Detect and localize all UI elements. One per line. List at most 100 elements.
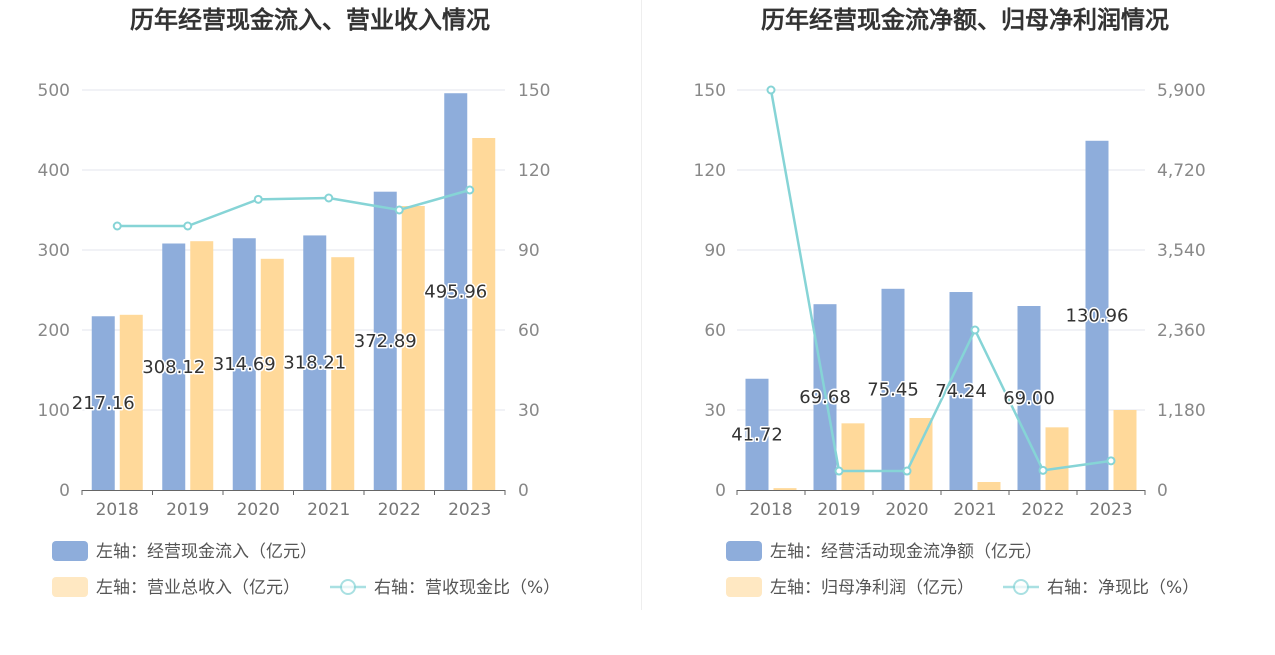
legend-label-bar1: 左轴：经营活动现金流净额（亿元） xyxy=(770,542,1042,562)
bar-data-label: 314.69 xyxy=(213,354,276,375)
right-axis-tick-label: 2,360 xyxy=(1157,321,1206,341)
bar-data-label: 308.12 xyxy=(142,357,205,378)
x-axis-tick-label: 2023 xyxy=(1089,500,1132,520)
x-axis-tick-label: 2019 xyxy=(166,500,209,520)
left-axis-tick-label: 150 xyxy=(694,81,726,101)
legend-label-line: 右轴：净现比（%） xyxy=(1047,578,1199,598)
x-axis-tick-label: 2022 xyxy=(1021,500,1064,520)
line-point xyxy=(324,193,334,203)
x-axis-tick-label: 2018 xyxy=(749,500,792,520)
right-axis-tick-label: 0 xyxy=(1157,481,1168,501)
left-axis-tick-label: 400 xyxy=(38,161,70,181)
right-axis-tick-label: 90 xyxy=(518,241,540,261)
bar-series2 xyxy=(773,488,797,490)
right-axis-tick-label: 1,180 xyxy=(1157,401,1206,421)
bar-data-label: 75.45 xyxy=(867,379,919,400)
x-axis-tick-label: 2020 xyxy=(237,500,280,520)
bar-series2 xyxy=(472,138,496,490)
bar-series1 xyxy=(162,243,186,490)
legend-label-bar2: 左轴：营业总收入（亿元） xyxy=(96,578,300,598)
bar-data-label: 217.16 xyxy=(72,393,135,414)
panel-divider xyxy=(641,0,642,610)
legend-label-bar1: 左轴：经营现金流入（亿元） xyxy=(96,542,317,562)
legend-swatch-bar2 xyxy=(726,577,762,597)
legend-swatch-bar2 xyxy=(52,577,88,597)
bar-data-label: 41.72 xyxy=(731,424,783,445)
x-axis-tick-label: 2023 xyxy=(448,500,491,520)
right-axis-tick-label: 5,900 xyxy=(1157,81,1206,101)
x-axis-tick-label: 2018 xyxy=(96,500,139,520)
bar-series2 xyxy=(260,258,284,490)
left-axis-tick-label: 120 xyxy=(694,161,726,181)
bar-series1 xyxy=(1017,306,1041,490)
x-axis-tick-label: 2020 xyxy=(885,500,928,520)
bar-data-label: 495.96 xyxy=(424,282,487,303)
line-point xyxy=(112,221,122,231)
right-axis-tick-label: 120 xyxy=(518,161,550,181)
legend-swatch-bar1 xyxy=(726,541,762,561)
line-point xyxy=(1038,465,1048,475)
legend-swatch-line-marker xyxy=(1013,579,1029,595)
bar-series2 xyxy=(841,423,865,490)
chart-svg-cash-inflow: 历年经营现金流入、营业收入情况 0 0 100 30 200 60 300 90 400 120 50… xyxy=(38,6,561,598)
right-axis-tick-label: 4,720 xyxy=(1157,161,1206,181)
bar-series2 xyxy=(909,418,933,490)
left-axis-tick-label: 500 xyxy=(38,81,70,101)
bar-data-label: 69.68 xyxy=(799,387,851,408)
chart-title: 历年经营现金流净额、归母净利润情况 xyxy=(761,6,1169,34)
bar-series2 xyxy=(119,314,143,490)
left-axis-tick-label: 0 xyxy=(59,481,70,501)
line-series xyxy=(769,89,1112,473)
left-axis-tick-label: 90 xyxy=(704,241,726,261)
x-axis-tick-label: 2019 xyxy=(817,500,860,520)
line-point xyxy=(902,466,912,476)
line-series xyxy=(117,188,471,228)
bar-series1 xyxy=(745,378,769,490)
line-point xyxy=(766,85,776,95)
x-axis-tick-label: 2022 xyxy=(378,500,421,520)
bar-series1 xyxy=(881,288,905,490)
chart-panel-net-cash: 历年经营现金流净额、归母净利润情况 0 0 30 1,180 60 2,360 90 3,540… xyxy=(638,0,1275,655)
right-axis-tick-label: 3,540 xyxy=(1157,241,1206,261)
bar-data-label: 69.00 xyxy=(1003,388,1055,409)
legend-label-line: 右轴：营收现金比（%） xyxy=(374,578,560,598)
right-axis-tick-label: 30 xyxy=(518,401,540,421)
line-point xyxy=(834,466,844,476)
x-axis-tick-label: 2021 xyxy=(953,500,996,520)
bar-series2 xyxy=(1113,410,1137,490)
bar-series2 xyxy=(977,482,1001,490)
line-point xyxy=(394,205,404,215)
bar-series1 xyxy=(949,292,973,490)
line-point xyxy=(970,325,980,335)
line-point xyxy=(183,221,193,231)
left-axis-tick-label: 300 xyxy=(38,241,70,261)
line-point xyxy=(1106,456,1116,466)
bar-data-label: 318.21 xyxy=(283,353,346,374)
right-axis-tick-label: 0 xyxy=(518,481,529,501)
right-axis-tick-label: 150 xyxy=(518,81,550,101)
left-axis-tick-label: 30 xyxy=(704,401,726,421)
left-axis-tick-label: 0 xyxy=(715,481,726,501)
left-axis-tick-label: 100 xyxy=(38,401,70,421)
legend-swatch-line-marker xyxy=(340,579,356,595)
line-point xyxy=(253,194,263,204)
bar-series1 xyxy=(91,316,115,490)
bar-data-label: 372.89 xyxy=(354,331,417,352)
bar-series2 xyxy=(331,257,355,490)
bar-series1 xyxy=(303,235,327,490)
left-axis-tick-label: 60 xyxy=(704,321,726,341)
left-axis-tick-label: 200 xyxy=(38,321,70,341)
legend-label-bar2: 左轴：归母净利润（亿元） xyxy=(770,578,974,598)
bar-series2 xyxy=(401,206,425,490)
bar-series2 xyxy=(1045,427,1069,490)
line-point xyxy=(465,185,475,195)
bar-series2 xyxy=(190,241,214,490)
bar-series1 xyxy=(232,238,256,490)
chart-svg-net-cash: 历年经营现金流净额、归母净利润情况 0 0 30 1,180 60 2,360 90 3,540… xyxy=(694,6,1206,598)
bar-data-label: 74.24 xyxy=(935,381,987,402)
bar-data-label: 130.96 xyxy=(1066,305,1129,326)
legend-swatch-bar1 xyxy=(52,541,88,561)
bar-series1 xyxy=(1085,140,1109,491)
chart-panel-cash-inflow: 历年经营现金流入、营业收入情况 0 0 100 30 200 60 300 90 400 120 50… xyxy=(0,0,637,655)
right-axis-tick-label: 60 xyxy=(518,321,540,341)
